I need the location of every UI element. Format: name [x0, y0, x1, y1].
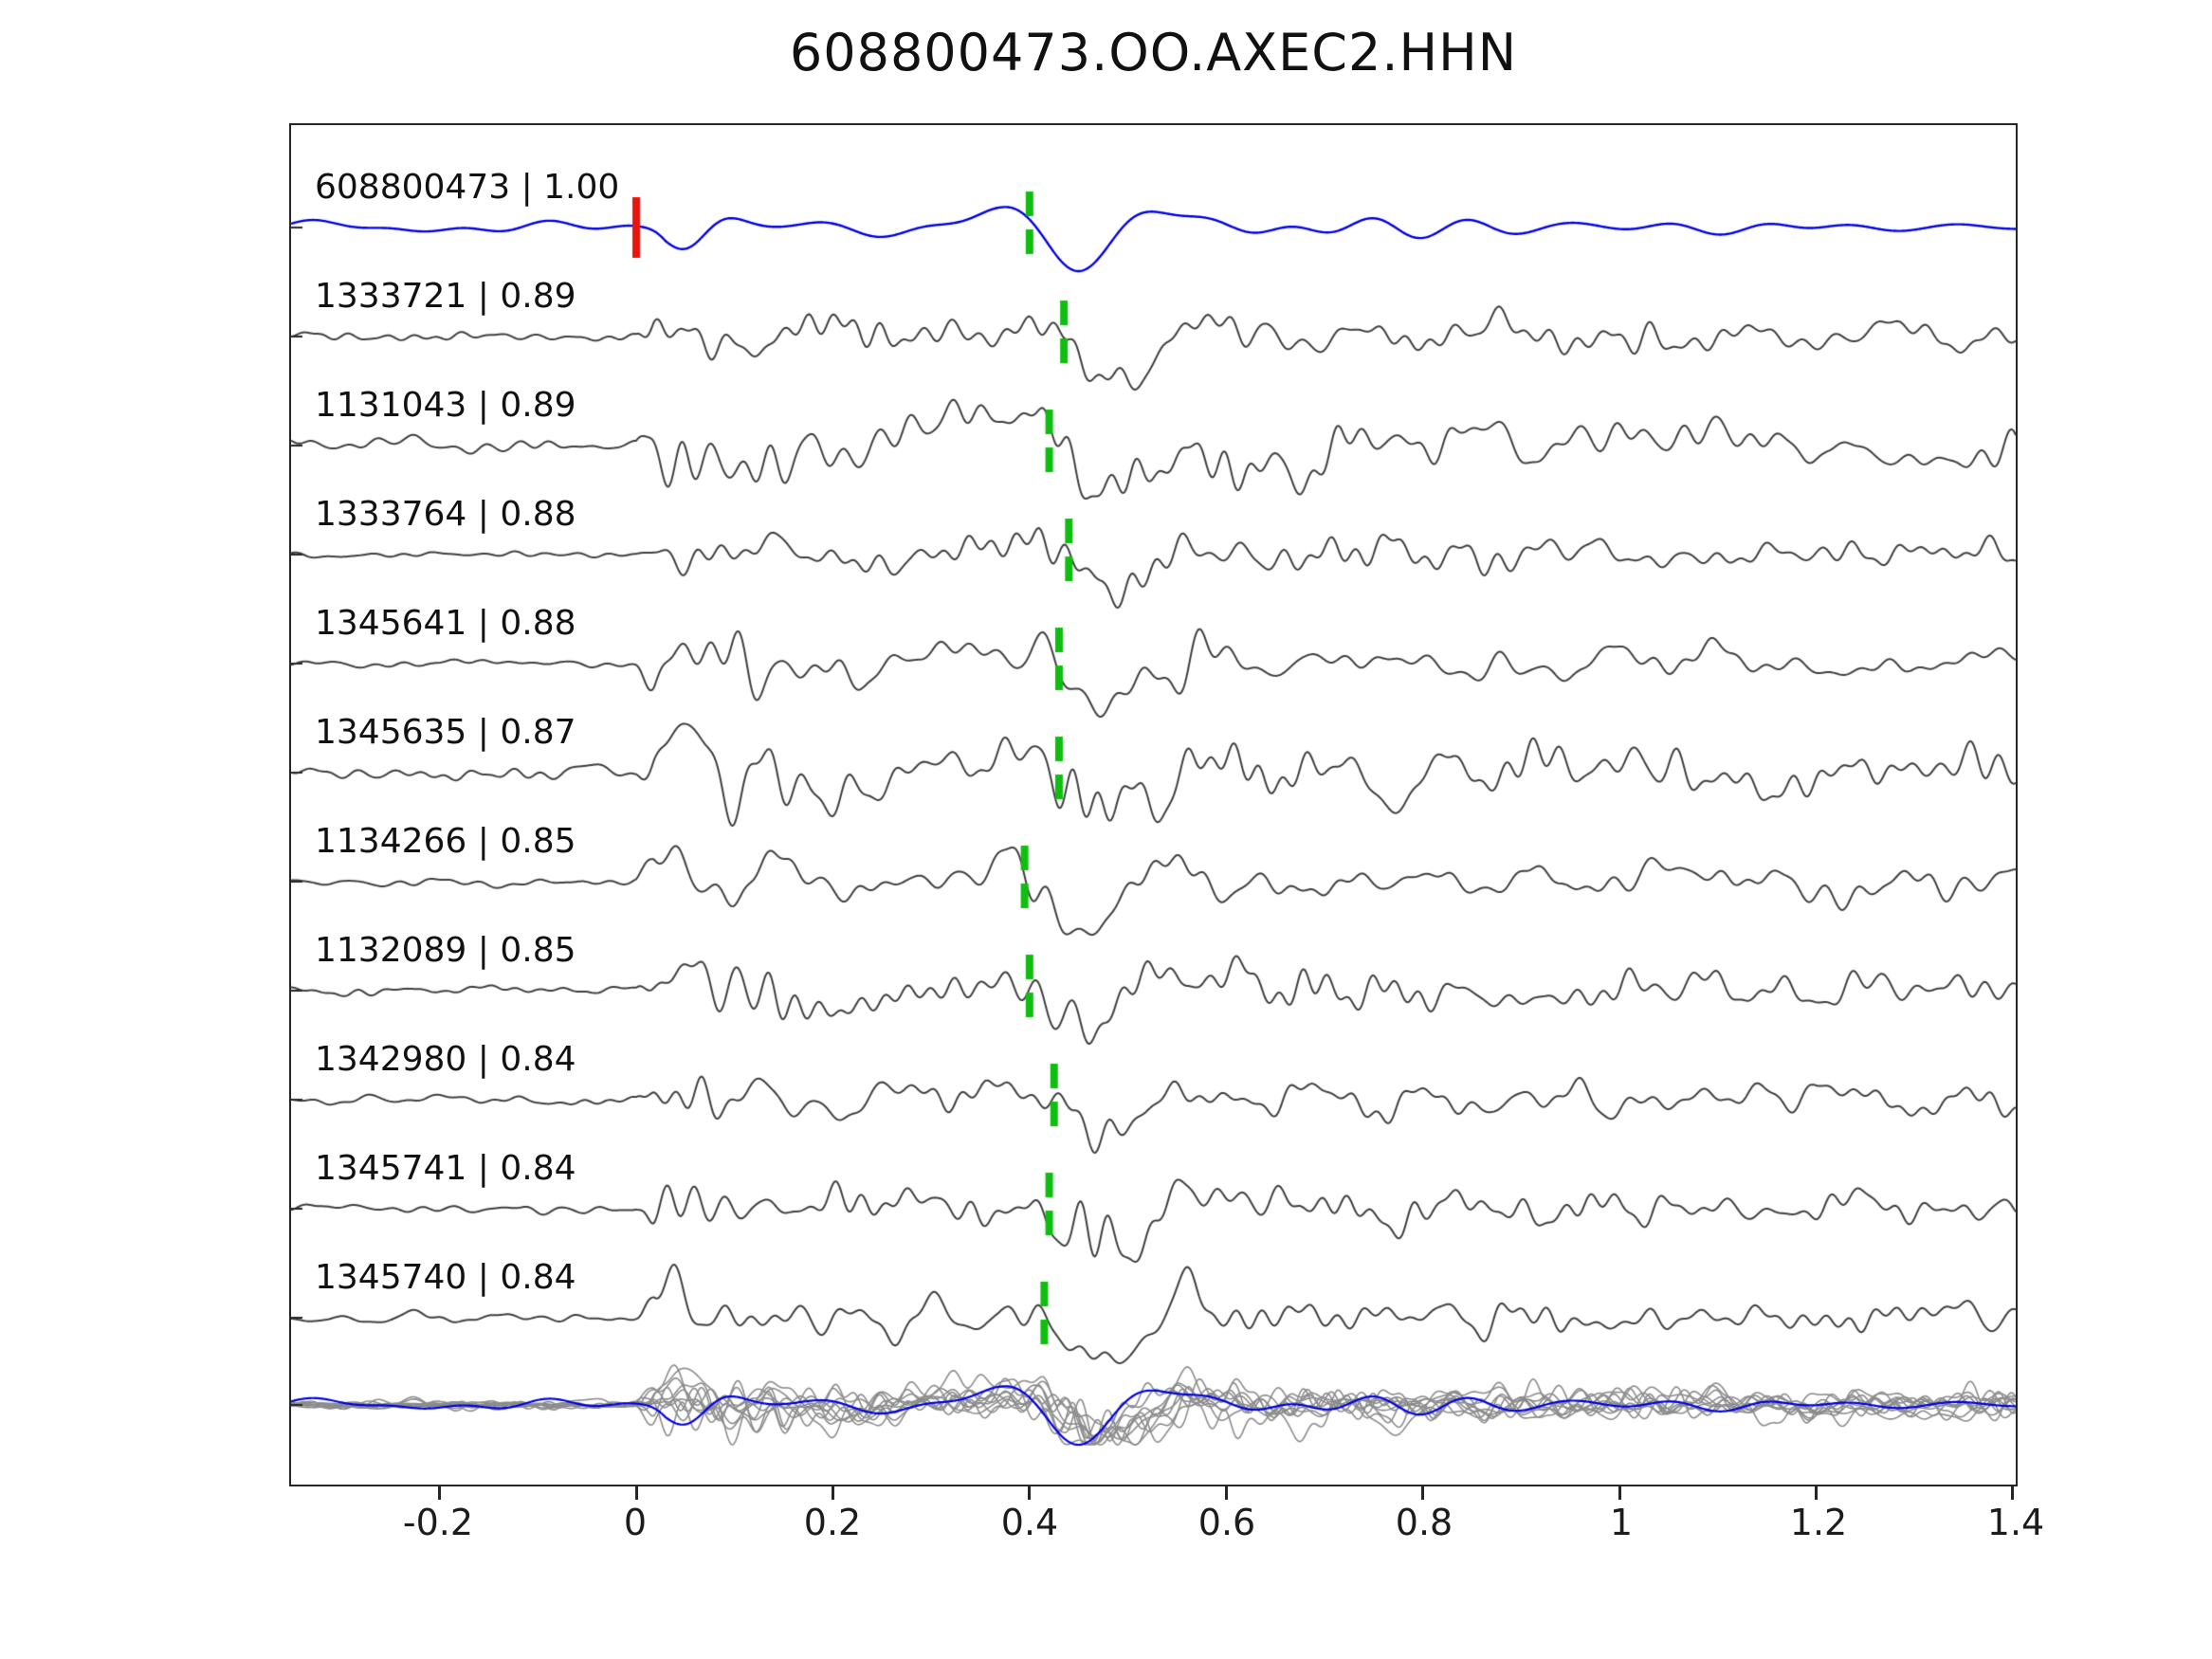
figure-title: 608800473.OO.AXEC2.HHN	[789, 23, 1518, 82]
trace-label: 1131043 | 0.89	[315, 386, 576, 425]
x-tick-label: 1	[1609, 1502, 1634, 1543]
x-axis-tick-mark	[1224, 1486, 1228, 1500]
x-axis-tick-mark	[634, 1486, 638, 1500]
x-tick-label: 0.6	[1197, 1502, 1256, 1543]
x-tick-label: -0.2	[402, 1502, 474, 1543]
x-axis-tick-mark	[1814, 1486, 1818, 1500]
x-tick-label: 0.2	[803, 1502, 862, 1543]
trace-label-reference: 608800473 | 1.00	[315, 168, 620, 207]
waveform-canvas	[291, 125, 2016, 1485]
trace-label: 1132089 | 0.85	[315, 931, 576, 970]
trace-label: 1333764 | 0.88	[315, 495, 576, 534]
plot-area	[289, 123, 2018, 1486]
x-axis-tick-mark	[831, 1486, 834, 1500]
trace-label: 1342980 | 0.84	[315, 1040, 576, 1079]
trace-label: 1345741 | 0.84	[315, 1149, 576, 1188]
x-tick-label: 0.8	[1395, 1502, 1453, 1543]
x-tick-label: 0.4	[1000, 1502, 1059, 1543]
x-axis-tick-mark	[1421, 1486, 1425, 1500]
trace-label: 1345635 | 0.87	[315, 713, 576, 752]
trace-label: 1134266 | 0.85	[315, 822, 576, 861]
x-axis-tick-mark	[1618, 1486, 1621, 1500]
x-axis-tick-mark	[1028, 1486, 1032, 1500]
x-tick-label: 0	[623, 1502, 648, 1543]
x-tick-label: 1.4	[1986, 1502, 2045, 1543]
trace-label: 1345740 | 0.84	[315, 1258, 576, 1297]
x-tick-label: 1.2	[1789, 1502, 1848, 1543]
trace-label: 1345641 | 0.88	[315, 604, 576, 643]
x-axis-tick-mark	[438, 1486, 442, 1500]
trace-label: 1333721 | 0.89	[315, 277, 576, 316]
x-axis-tick-mark	[2011, 1486, 2015, 1500]
